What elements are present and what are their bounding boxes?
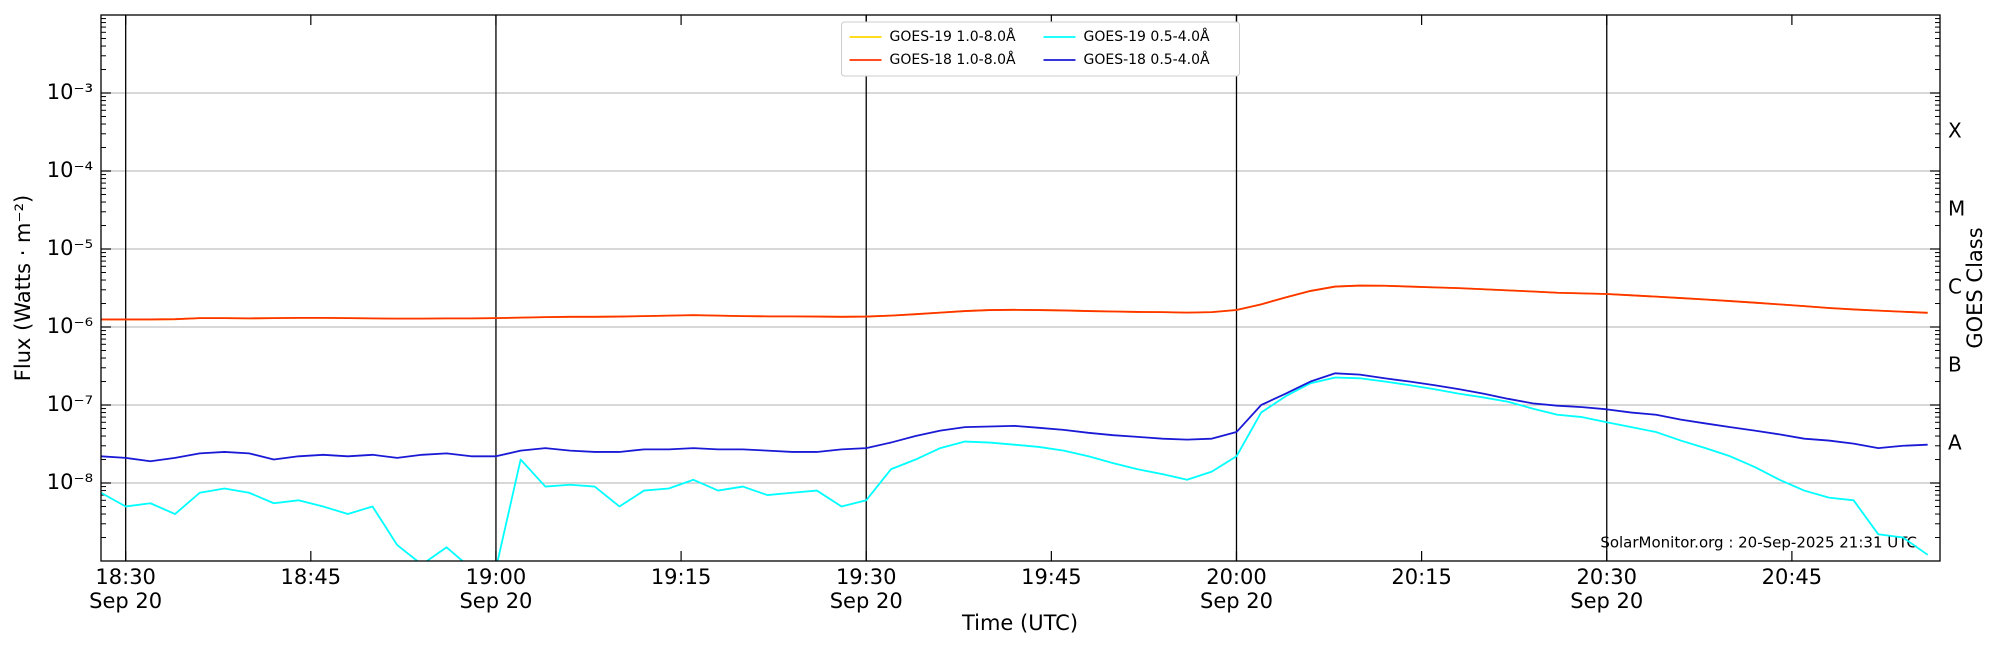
class-label: X — [1948, 119, 1962, 143]
y-tick-label: 10⁻³ — [47, 80, 93, 104]
series-line — [101, 372, 1928, 463]
y2-axis-label: GOES Class — [1963, 227, 1987, 348]
y-tick-label: 10⁻⁵ — [47, 236, 93, 260]
y-tick-label: 10⁻⁸ — [47, 470, 93, 494]
class-label: A — [1948, 431, 1962, 455]
y-tick-label: 10⁻⁷ — [47, 392, 93, 416]
series-line — [101, 284, 1928, 321]
legend-box — [841, 21, 1240, 77]
x-tick-label: 19:15 — [650, 565, 712, 589]
x-tick-label: 20:45 — [1761, 565, 1823, 589]
class-label: B — [1948, 353, 1962, 377]
class-label: M — [1948, 197, 1965, 221]
x-tick-label: 19:45 — [1021, 565, 1082, 589]
x-tick-label: 20:15 — [1391, 565, 1452, 589]
class-label: C — [1948, 275, 1962, 299]
plot-frame — [100, 14, 1941, 562]
x-tick-label: 20:30 Sep 20 — [1570, 565, 1644, 613]
legend-label: GOES-18 1.0-8.0Å — [890, 51, 1016, 68]
watermark: SolarMonitor.org : 20-Sep-2025 21:31 UTC — [1600, 534, 1917, 552]
legend-label: GOES-19 1.0-8.0Å — [890, 28, 1016, 45]
x-tick-label: 18:45 — [280, 565, 342, 589]
y-tick-label: 10⁻⁶ — [47, 314, 93, 338]
x-tick-label: 19:00 Sep 20 — [459, 565, 533, 613]
legend-label: GOES-19 0.5-4.0Å — [1084, 28, 1210, 45]
plot-area — [101, 284, 1929, 561]
x-axis-label: Time (UTC) — [961, 611, 1078, 635]
series-line — [101, 376, 1929, 561]
legend-label: GOES-18 0.5-4.0Å — [1084, 51, 1210, 68]
x-tick-label: 20:00 Sep 20 — [1199, 565, 1273, 613]
x-tick-label: 18:30 Sep 20 — [89, 565, 163, 613]
y-axis-label: Flux (Watts · m⁻²) — [11, 195, 35, 381]
series-line — [101, 284, 1928, 321]
x-tick-label: 19:30 Sep 20 — [829, 565, 903, 613]
y-tick-label: 10⁻⁴ — [47, 158, 93, 182]
